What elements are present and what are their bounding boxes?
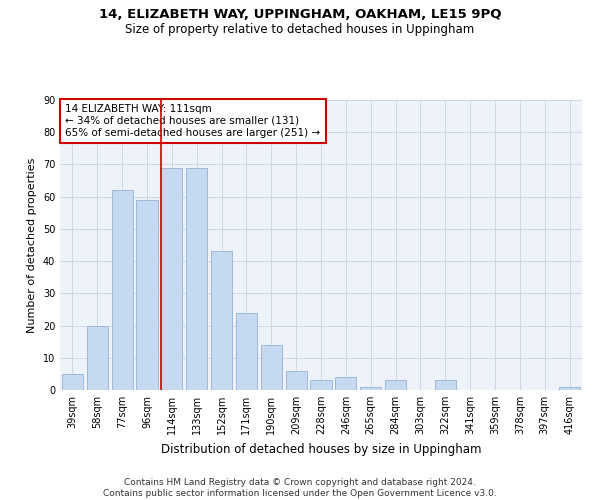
Bar	[385, 380, 406, 390]
Bar	[335, 377, 356, 390]
Bar	[559, 387, 580, 390]
Bar	[310, 380, 332, 390]
Bar	[286, 370, 307, 390]
Bar	[136, 200, 158, 390]
Bar	[261, 345, 282, 390]
Bar	[62, 374, 83, 390]
Bar	[87, 326, 108, 390]
Text: Contains HM Land Registry data © Crown copyright and database right 2024.
Contai: Contains HM Land Registry data © Crown c…	[103, 478, 497, 498]
Bar	[236, 312, 257, 390]
Bar	[360, 387, 381, 390]
Text: 14 ELIZABETH WAY: 111sqm
← 34% of detached houses are smaller (131)
65% of semi-: 14 ELIZABETH WAY: 111sqm ← 34% of detach…	[65, 104, 320, 138]
Y-axis label: Number of detached properties: Number of detached properties	[27, 158, 37, 332]
Bar	[112, 190, 133, 390]
Bar	[186, 168, 207, 390]
Bar	[435, 380, 456, 390]
Text: Size of property relative to detached houses in Uppingham: Size of property relative to detached ho…	[125, 22, 475, 36]
Bar	[211, 252, 232, 390]
Bar	[161, 168, 182, 390]
Text: 14, ELIZABETH WAY, UPPINGHAM, OAKHAM, LE15 9PQ: 14, ELIZABETH WAY, UPPINGHAM, OAKHAM, LE…	[99, 8, 501, 20]
Text: Distribution of detached houses by size in Uppingham: Distribution of detached houses by size …	[161, 442, 481, 456]
